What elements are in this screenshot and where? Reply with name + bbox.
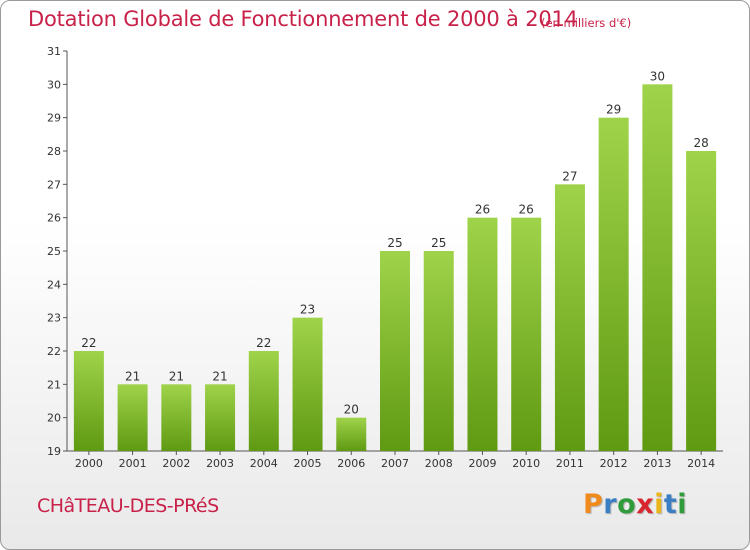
y-tick-label: 30: [47, 78, 61, 91]
logo-letter: i: [677, 489, 688, 520]
bar: [423, 251, 454, 451]
y-tick-label: 20: [47, 412, 61, 425]
bar-value-label: 21: [169, 369, 184, 383]
bar: [467, 217, 498, 451]
bar-value-label: 30: [650, 69, 665, 83]
logo-letter: x: [636, 489, 655, 520]
proxiti-logo[interactable]: Proxiti: [583, 489, 687, 520]
chart-title: Dotation Globale de Fonctionnement de 20…: [28, 7, 578, 31]
bar-value-label: 29: [606, 103, 621, 117]
bar: [292, 317, 323, 451]
bar: [686, 151, 717, 451]
logo-letter: t: [663, 489, 678, 520]
y-tick-label: 31: [47, 45, 61, 58]
x-tick-label: 2006: [337, 457, 365, 470]
y-tick-label: 25: [47, 245, 61, 258]
x-tick-label: 2003: [206, 457, 234, 470]
bar-value-label: 21: [212, 369, 227, 383]
x-tick-label: 2000: [75, 457, 103, 470]
bar: [73, 351, 104, 451]
bar: [336, 417, 367, 451]
logo-letter: o: [617, 489, 637, 520]
y-tick-label: 27: [47, 178, 61, 191]
bar: [511, 217, 542, 451]
logo-letter: P: [583, 489, 604, 520]
y-tick-label: 29: [47, 112, 61, 125]
x-tick-label: 2008: [425, 457, 453, 470]
bar-value-label: 20: [344, 403, 359, 417]
bar-value-label: 23: [300, 303, 315, 317]
x-axis: 2000 2001 2002 2003 2004 2005 2006 2007 2008 2009…: [67, 450, 723, 470]
bar: [117, 384, 148, 451]
bar-value-label: 25: [387, 236, 402, 250]
bar: [248, 351, 279, 451]
y-tick-label: 28: [47, 145, 61, 158]
y-tick-label: 19: [47, 445, 61, 458]
bar: [161, 384, 192, 451]
bar-value-label: 26: [475, 203, 490, 217]
y-tick-label: 22: [47, 345, 61, 358]
y-tick-label: 23: [47, 312, 61, 325]
x-tick-label: 2007: [381, 457, 409, 470]
x-tick-label: 2014: [687, 457, 715, 470]
x-tick-label: 2013: [643, 457, 671, 470]
bar-value-label: 28: [693, 136, 708, 150]
x-tick-label: 2002: [162, 457, 190, 470]
x-tick-label: 2009: [468, 457, 496, 470]
x-tick-label: 2010: [512, 457, 540, 470]
y-axis: 19 20 21 22 23 24 25 26 27 28 29 30 31: [47, 45, 68, 458]
bar-value-label: 26: [519, 203, 534, 217]
x-tick-label: 2011: [556, 457, 584, 470]
bar-value-label: 22: [256, 336, 271, 350]
bar: [642, 84, 673, 451]
x-tick-label: 2012: [600, 457, 628, 470]
logo-letter: r: [603, 489, 618, 520]
x-tick-label: 2001: [119, 457, 147, 470]
bar-value-label: 21: [125, 369, 140, 383]
bar: [598, 117, 629, 452]
bar-value-label: 27: [562, 169, 577, 183]
bar: [205, 384, 236, 451]
bar-value-label: 22: [81, 336, 96, 350]
unit-label: (en milliers d'€): [541, 16, 632, 30]
bars: 22 21 21 21 22 23 20 25 25 26 26 27 29 30 28: [73, 69, 717, 452]
x-tick-label: 2005: [294, 457, 322, 470]
y-tick-label: 21: [47, 378, 61, 391]
bar-value-label: 25: [431, 236, 446, 250]
y-tick-label: 26: [47, 212, 61, 225]
y-tick-label: 24: [47, 278, 61, 291]
bar: [380, 251, 410, 451]
commune-name: CHâTEAU-DES-PRéS: [37, 495, 219, 517]
x-tick-label: 2004: [250, 457, 278, 470]
bar: [554, 184, 585, 452]
logo-letter: i: [654, 489, 664, 520]
